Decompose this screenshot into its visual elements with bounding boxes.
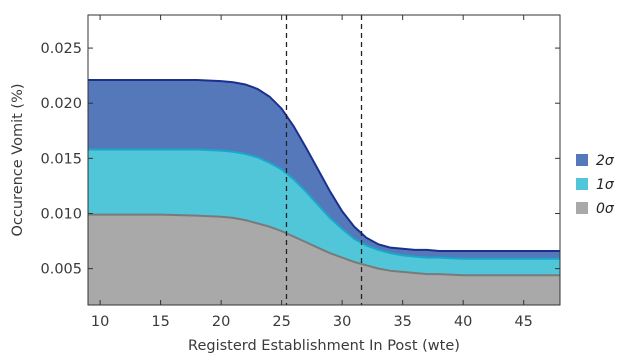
y-tick-label: 0.010 xyxy=(40,206,82,222)
area-2 xyxy=(88,214,560,305)
plot-frame xyxy=(87,14,561,306)
area-edge-1 xyxy=(88,148,560,260)
x-axis-ticks: 10 15 20 25 30 35 40 45 xyxy=(91,15,533,330)
x-tick-label: 25 xyxy=(272,314,290,330)
legend-label: 0σ xyxy=(596,201,615,217)
legend-swatch xyxy=(576,154,588,166)
vertical-reference-lines xyxy=(285,15,363,305)
x-tick-label: 30 xyxy=(333,314,351,330)
x-tick-label: 15 xyxy=(151,314,169,330)
x-axis-title: Registerd Establishment In Post (wte) xyxy=(188,338,460,354)
area-edge-0 xyxy=(88,79,560,252)
y-tick-label: 0.020 xyxy=(40,96,82,112)
y-tick-label: 0.005 xyxy=(40,262,82,278)
area-edge-2 xyxy=(88,213,560,277)
x-tick-label: 40 xyxy=(454,314,472,330)
x-tick-label: 20 xyxy=(212,314,230,330)
legend: 2σ 1σ 0σ xyxy=(576,153,615,217)
x-tick-label: 35 xyxy=(393,314,411,330)
legend-label: 2σ xyxy=(596,153,615,169)
y-axis-ticks: 0.005 0.010 0.015 0.020 0.025 xyxy=(40,41,560,278)
legend-swatch xyxy=(576,178,588,190)
y-axis-title: Occurence Vomit (%) xyxy=(10,83,26,236)
legend-swatch xyxy=(576,202,588,214)
y-tick-label: 0.015 xyxy=(40,151,82,167)
x-tick-label: 45 xyxy=(514,314,532,330)
y-tick-label: 0.025 xyxy=(40,41,82,57)
area-series-group xyxy=(88,79,560,305)
x-tick-label: 10 xyxy=(91,314,109,330)
legend-label: 1σ xyxy=(596,177,615,193)
